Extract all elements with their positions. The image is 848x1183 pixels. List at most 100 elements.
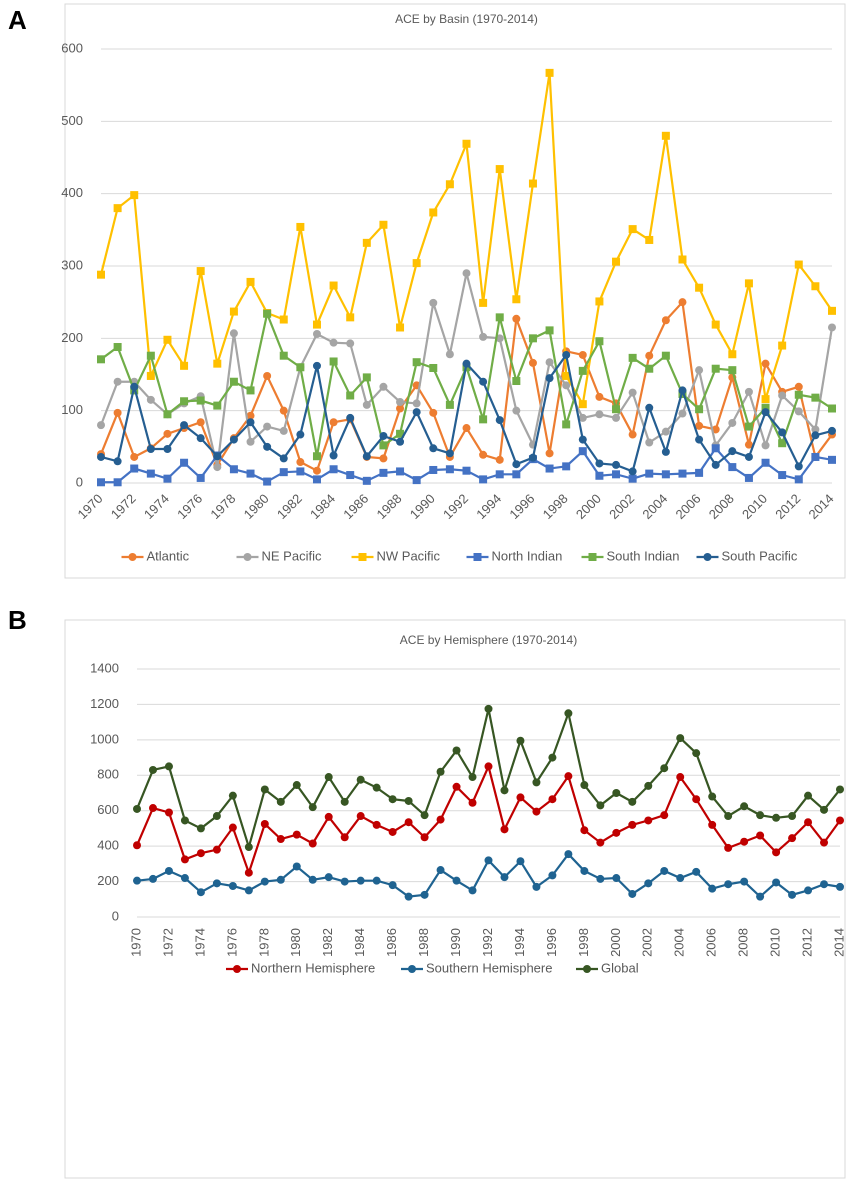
y-tick-label: 600 — [61, 40, 83, 55]
marker — [412, 399, 421, 408]
marker — [612, 470, 621, 479]
marker — [612, 828, 621, 837]
marker — [512, 314, 521, 323]
marker — [97, 478, 105, 487]
marker — [528, 334, 537, 343]
marker — [548, 871, 557, 880]
marker — [578, 435, 587, 444]
marker — [296, 430, 305, 439]
y-tick-label: 1200 — [90, 696, 119, 711]
marker — [180, 816, 189, 825]
marker — [703, 553, 712, 561]
marker — [628, 797, 637, 806]
marker — [761, 403, 770, 412]
legend-label: Global — [601, 960, 639, 975]
marker — [661, 351, 670, 360]
marker — [564, 709, 573, 718]
marker — [645, 469, 654, 478]
marker — [312, 466, 321, 475]
x-tick-label: 2002 — [640, 928, 655, 957]
marker — [379, 431, 388, 440]
marker — [711, 444, 720, 453]
marker — [836, 785, 844, 794]
marker — [329, 418, 338, 427]
marker — [545, 449, 554, 458]
marker — [794, 475, 803, 484]
marker — [545, 68, 554, 77]
marker — [329, 357, 338, 366]
marker — [292, 830, 301, 839]
marker — [728, 447, 737, 456]
x-tick-label: 1970 — [128, 928, 143, 957]
marker — [548, 795, 557, 804]
marker — [473, 553, 482, 561]
marker — [645, 403, 654, 412]
marker — [678, 469, 687, 478]
marker — [212, 812, 221, 821]
marker — [436, 767, 445, 776]
marker — [661, 427, 670, 436]
marker — [583, 965, 591, 973]
marker — [130, 464, 139, 473]
marker — [163, 445, 172, 454]
marker — [500, 873, 509, 882]
marker — [263, 442, 272, 451]
marker — [379, 454, 388, 463]
marker — [820, 880, 829, 889]
marker — [628, 889, 637, 898]
marker — [329, 338, 338, 347]
marker — [595, 392, 604, 401]
marker — [244, 868, 253, 877]
marker — [512, 460, 521, 469]
marker — [113, 204, 122, 213]
marker — [445, 400, 454, 409]
marker — [429, 208, 438, 217]
marker — [778, 439, 787, 448]
x-tick-label: 1992 — [480, 928, 495, 957]
marker — [212, 879, 221, 888]
marker — [260, 785, 269, 794]
legend-item: Southern Hemisphere — [401, 960, 552, 975]
marker — [312, 329, 321, 338]
marker — [312, 320, 321, 329]
legend-item: North Indian — [466, 548, 562, 563]
marker — [828, 455, 836, 464]
marker — [512, 377, 521, 386]
marker — [362, 452, 371, 461]
marker — [324, 812, 333, 821]
marker — [445, 180, 454, 189]
marker — [811, 452, 820, 461]
marker — [263, 477, 272, 486]
x-tick-label: 1988 — [416, 928, 431, 957]
marker — [379, 382, 388, 391]
marker — [97, 421, 105, 430]
marker — [744, 422, 753, 431]
y-tick-label: 0 — [76, 474, 83, 489]
marker — [528, 453, 537, 462]
marker — [133, 876, 141, 885]
marker — [708, 820, 717, 829]
marker — [296, 363, 305, 372]
marker — [660, 811, 669, 820]
marker — [396, 323, 405, 332]
marker — [794, 462, 803, 471]
marker — [196, 418, 205, 427]
marker — [113, 408, 122, 417]
marker — [228, 791, 237, 800]
marker — [246, 411, 255, 420]
x-tick-label: 2004 — [672, 928, 687, 957]
x-tick-label: 1984 — [352, 928, 367, 957]
marker — [724, 812, 733, 821]
marker — [445, 449, 454, 458]
marker — [113, 377, 122, 386]
marker — [578, 366, 587, 375]
marker — [545, 358, 554, 367]
marker — [113, 478, 122, 487]
marker — [740, 877, 749, 886]
marker — [804, 818, 813, 827]
marker — [468, 773, 477, 782]
marker — [213, 452, 222, 461]
marker — [564, 772, 573, 781]
marker — [429, 444, 438, 453]
marker — [778, 428, 787, 437]
